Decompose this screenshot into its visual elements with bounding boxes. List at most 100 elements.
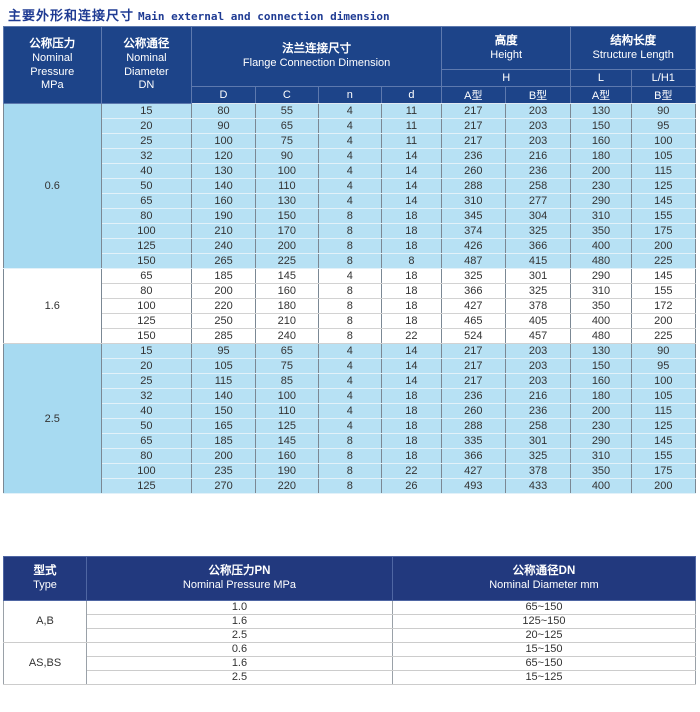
table-cell: 4 <box>317 418 382 434</box>
table-cell: 145 <box>630 433 697 449</box>
header-nominal-diameter-zh: 公称通径 <box>123 38 170 51</box>
table-cell: 1.6 <box>86 656 393 671</box>
table-cell: 1.0 <box>86 600 393 615</box>
table-cell: 217 <box>441 133 506 149</box>
table-cell: 225 <box>630 328 697 344</box>
table-cell: 50 <box>100 418 193 434</box>
table-cell: 235 <box>191 463 256 479</box>
table-cell: 250 <box>191 313 256 329</box>
table-cell: 75 <box>254 133 319 149</box>
table-row: 65 160 130 4 14 310 277 290 145 <box>4 193 697 209</box>
table-cell: 290 <box>570 193 632 209</box>
table-cell: 350 <box>570 463 632 479</box>
table-cell: 95 <box>630 358 697 374</box>
table-cell: 400 <box>570 238 632 254</box>
table-cell: 236 <box>441 148 506 164</box>
header-nominal-pressure: 公称压力 Nominal Pressure MPa <box>3 26 102 104</box>
table-cell: 493 <box>441 478 506 494</box>
table-row: 32 120 90 4 14 236 216 180 105 <box>4 148 697 164</box>
table-cell: 150 <box>191 403 256 419</box>
header-flange-connection: 法兰连接尺寸 Flange Connection Dimension <box>191 26 442 87</box>
table-cell: 8 <box>317 313 382 329</box>
page-title-zh: 主要外形和连接尺寸 <box>8 8 135 23</box>
table-row: 1.6 65~150 <box>4 656 697 671</box>
header-type-zh: 型式 <box>33 565 57 578</box>
table-cell: 15~150 <box>391 642 697 657</box>
header-nominal-pressure-en: Nominal Pressure MPa <box>30 52 75 92</box>
table-cell: 4 <box>317 148 382 164</box>
table-cell: 165 <box>191 418 256 434</box>
table-cell: 14 <box>380 178 443 194</box>
table-row: 2.5 15 95 65 4 14 217 203 130 90 <box>3 343 697 494</box>
table-cell: 8 <box>317 283 382 299</box>
table-cell: 4 <box>317 388 382 404</box>
table-row: 50 165 125 4 18 288 258 230 125 <box>4 418 697 434</box>
table-cell: 100 <box>254 163 319 179</box>
table-cell: 130 <box>570 343 632 359</box>
table-cell: 4 <box>317 163 382 179</box>
table-row: 40 130 100 4 14 260 236 200 115 <box>4 163 697 179</box>
table-cell: 200 <box>570 403 632 419</box>
type-group-cell: A,B <box>2 600 88 643</box>
table-cell: 120 <box>191 148 256 164</box>
table-cell: 125~150 <box>391 614 697 629</box>
table-cell: 40 <box>100 163 193 179</box>
table-cell: 105 <box>630 148 697 164</box>
table-cell: 150 <box>570 118 632 134</box>
table-cell: 105 <box>191 358 256 374</box>
table-cell: 11 <box>380 133 443 149</box>
header-l: L <box>570 69 632 87</box>
table-cell: 85 <box>254 373 319 389</box>
table-cell: 366 <box>504 238 572 254</box>
table-cell: 400 <box>570 478 632 494</box>
header-pn-en: Nominal Pressure MPa <box>182 579 296 592</box>
table-cell: 4 <box>317 343 382 359</box>
table-row: 150 265 225 8 8 487 415 480 225 <box>4 253 697 269</box>
table-cell: 200 <box>630 478 697 494</box>
table-cell: 11 <box>380 103 443 119</box>
table-cell: 32 <box>100 148 193 164</box>
header-dn-zh: 公称通径DN <box>512 565 576 578</box>
table-cell: 240 <box>254 328 319 344</box>
table-row: 32 140 100 4 18 236 216 180 105 <box>4 388 697 404</box>
table-cell: 288 <box>441 418 506 434</box>
table-row: 100 210 170 8 18 374 325 350 175 <box>4 223 697 239</box>
table-cell: 65~150 <box>391 600 697 615</box>
table-cell: 350 <box>570 298 632 314</box>
table-cell: 8 <box>317 238 382 254</box>
table-cell: 145 <box>630 268 697 284</box>
table-cell: 260 <box>441 403 506 419</box>
table-row: 100 220 180 8 18 427 378 350 172 <box>4 298 697 314</box>
table-row: 50 140 110 4 14 288 258 230 125 <box>4 178 697 194</box>
table-cell: 145 <box>254 268 319 284</box>
table-cell: 433 <box>504 478 572 494</box>
table-cell: 125 <box>254 418 319 434</box>
header-nominal-pressure-zh: 公称压力 <box>29 38 76 51</box>
table-cell: 524 <box>441 328 506 344</box>
table-cell: 220 <box>191 298 256 314</box>
table-cell: 15~125 <box>391 670 697 685</box>
table-row: 2.5 15~125 <box>4 670 697 685</box>
table-cell: 4 <box>317 178 382 194</box>
table-cell: 90 <box>254 148 319 164</box>
table-cell: 65 <box>254 118 319 134</box>
pressure-group-cell: 0.6 <box>3 103 102 269</box>
table-cell: 18 <box>380 313 443 329</box>
table-cell: 236 <box>504 403 572 419</box>
table-cell: 217 <box>441 343 506 359</box>
table-cell: 405 <box>504 313 572 329</box>
table-cell: 18 <box>380 298 443 314</box>
table-cell: 8 <box>317 433 382 449</box>
table-cell: 4 <box>317 103 382 119</box>
table-cell: 180 <box>570 388 632 404</box>
table-cell: 427 <box>441 463 506 479</box>
table-cell: 345 <box>441 208 506 224</box>
table-cell: 150 <box>100 253 193 269</box>
table-cell: 310 <box>441 193 506 209</box>
table-cell: 203 <box>504 373 572 389</box>
table-row: 0.6 15 80 55 4 11 217 203 130 90 <box>3 103 697 269</box>
table-cell: 220 <box>254 478 319 494</box>
table-cell: 190 <box>254 463 319 479</box>
table-cell: 100 <box>100 298 193 314</box>
table-row: 125 270 220 8 26 493 433 400 200 <box>4 478 697 494</box>
